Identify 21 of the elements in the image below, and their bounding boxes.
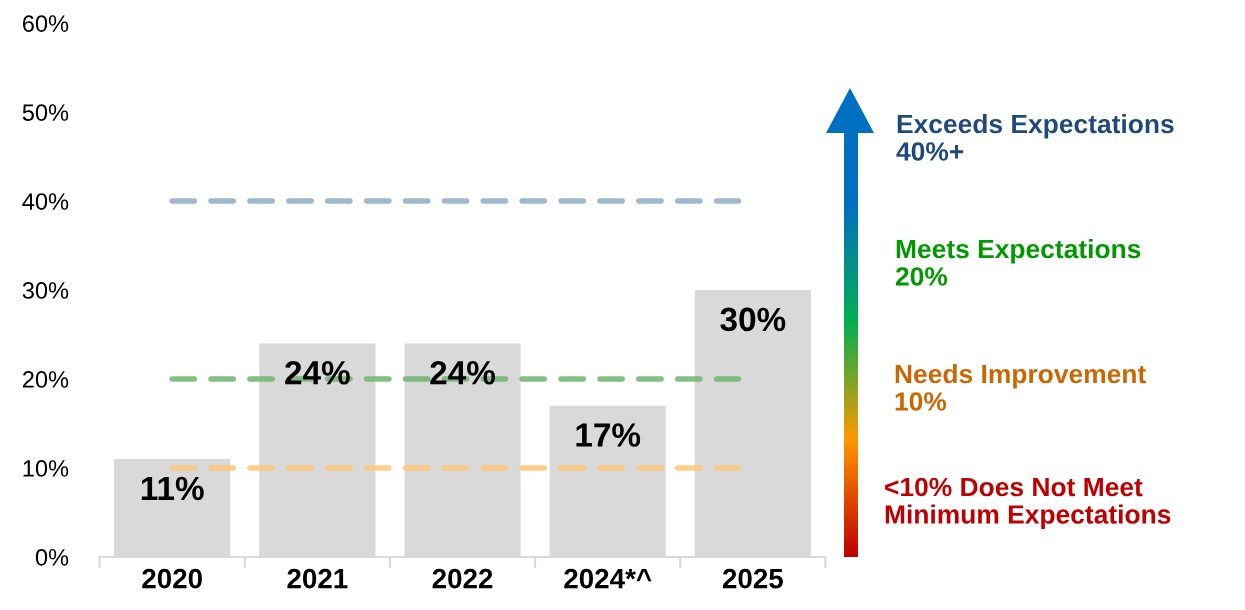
text: Needs Improvement 10% bbox=[895, 363, 1146, 411]
y-tick-label: 30% bbox=[22, 282, 69, 299]
data-label: 11% bbox=[141, 476, 204, 501]
data-label: 24% bbox=[285, 360, 350, 385]
y-tick-label: 40% bbox=[22, 193, 69, 210]
text: Meets Expectations 20% bbox=[895, 238, 1141, 286]
text: Exceeds Expectations 40%+ bbox=[896, 113, 1174, 161]
y-tick-label: 0% bbox=[35, 549, 69, 566]
y-tick-label: 10% bbox=[23, 460, 69, 477]
x-tick-label: 2020 bbox=[142, 568, 202, 589]
x-tick-label: 2021 bbox=[287, 568, 348, 589]
y-tick-label: 50% bbox=[22, 104, 69, 121]
data-label: 24% bbox=[430, 360, 495, 385]
x-tick-label: 2024*^ bbox=[564, 568, 652, 589]
x-tick-label: 2022 bbox=[432, 568, 493, 589]
text: <10% Does Not Meet Minimum Expectations bbox=[885, 477, 1171, 530]
data-label: 30% bbox=[720, 307, 786, 332]
x-tick-label: 2025 bbox=[722, 568, 783, 589]
y-tick-label: 20% bbox=[22, 371, 69, 388]
data-label: 17% bbox=[576, 423, 641, 447]
y-tick-label: 60% bbox=[22, 15, 69, 32]
